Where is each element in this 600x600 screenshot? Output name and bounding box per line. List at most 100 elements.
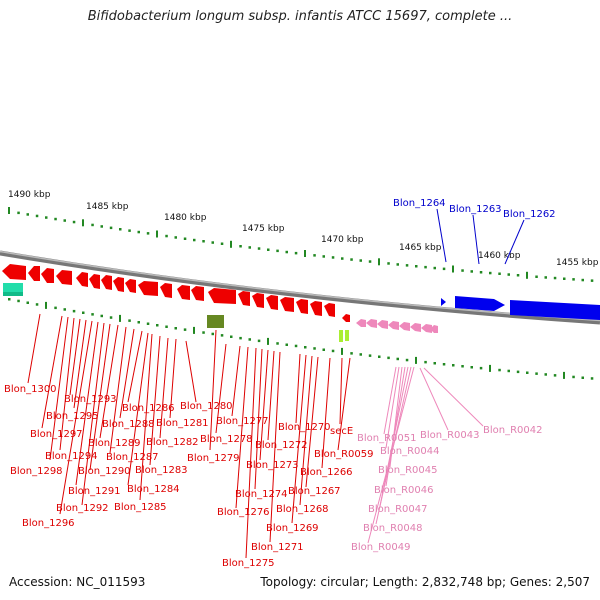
gene-label[interactable]: Blon_R0045: [378, 465, 438, 476]
gene-arrow[interactable]: [310, 301, 322, 316]
gene-label[interactable]: Blon_1263: [449, 204, 502, 215]
scale-minor-tick: [433, 362, 436, 365]
gene-label[interactable]: Blon_R0059: [314, 449, 374, 460]
feature-olive[interactable]: [207, 315, 224, 328]
gene-label[interactable]: Blon_1285: [114, 502, 167, 513]
scale-minor-tick: [165, 234, 168, 238]
gene-label[interactable]: Blon_1275: [222, 558, 275, 569]
gene-label[interactable]: Blon_1294: [45, 451, 98, 462]
gene-arrow[interactable]: [280, 297, 294, 312]
gene-arrow[interactable]: [89, 274, 100, 289]
scale-minor-tick: [276, 342, 279, 345]
gene-label[interactable]: Blon_1264: [393, 198, 446, 209]
feature-lime[interactable]: [339, 330, 343, 342]
gene-arrow[interactable]: [191, 286, 204, 301]
gene-label[interactable]: Blon_1290: [78, 466, 131, 477]
gene-label[interactable]: Blon_1273: [246, 460, 299, 471]
gene-arrow[interactable]: [160, 283, 172, 298]
gene-label[interactable]: Blon_1274: [235, 489, 288, 500]
gene-label[interactable]: Blon_1291: [68, 486, 121, 497]
gene-label[interactable]: Blon_1296: [22, 518, 75, 529]
gene-label[interactable]: Blon_R0049: [351, 542, 411, 553]
gene-blon-1262[interactable]: [510, 300, 600, 320]
gene-label[interactable]: Blon_R0046: [374, 485, 434, 496]
gene-label[interactable]: Blon_1267: [288, 486, 341, 497]
gene-label[interactable]: Blon_1278: [200, 434, 253, 445]
scale-major-tick: [563, 371, 565, 379]
gene-label[interactable]: Blon_1295: [46, 411, 99, 422]
gene-arrow[interactable]: [41, 268, 54, 283]
gene-label[interactable]: Blon_1283: [135, 465, 188, 476]
gene-label[interactable]: Blon_R0048: [363, 523, 423, 534]
gene-blon-1300[interactable]: [2, 264, 26, 280]
feature-lime[interactable]: [345, 330, 349, 341]
gene-label[interactable]: Blon_1271: [251, 542, 304, 553]
gene-label[interactable]: Blon_1284: [127, 484, 180, 495]
gene-label[interactable]: Blon_1298: [10, 466, 63, 477]
gene-label[interactable]: Blon_1276: [217, 507, 270, 518]
rna-gene[interactable]: [377, 320, 388, 329]
gene-label[interactable]: Blon_1288: [102, 419, 155, 430]
gene-label[interactable]: Blon_1262: [503, 209, 556, 220]
gene-label[interactable]: Blon_1286: [122, 403, 175, 414]
gene-arrow[interactable]: [252, 293, 264, 308]
gene-blon-1263[interactable]: [455, 296, 505, 311]
gene-arrow[interactable]: [125, 279, 136, 293]
gene-blon-1264[interactable]: [441, 298, 446, 306]
gene-label[interactable]: Blon_1279: [187, 453, 240, 464]
rna-gene[interactable]: [421, 324, 432, 333]
rna-gene[interactable]: [410, 323, 421, 332]
scale-minor-tick: [470, 366, 473, 369]
gene-arrow[interactable]: [101, 275, 112, 290]
gene-label[interactable]: Blon_1297: [30, 429, 83, 440]
gene-label[interactable]: Blon_1277: [216, 416, 269, 427]
gene-label[interactable]: Blon_1268: [276, 504, 329, 515]
reverse-genes[interactable]: [2, 264, 350, 322]
gene-label[interactable]: Blon_R0043: [420, 430, 480, 441]
rna-gene[interactable]: [399, 322, 410, 331]
gene-label[interactable]: Blon_R0042: [483, 425, 543, 436]
gene-label[interactable]: Blon_1280: [180, 401, 233, 412]
gene-label[interactable]: Blon_1293: [64, 394, 117, 405]
gene-label[interactable]: Blon_1272: [255, 440, 308, 451]
gene-label[interactable]: Blon_1269: [266, 523, 319, 534]
feature-teal[interactable]: [3, 283, 23, 293]
gene-label[interactable]: Blon_R0044: [380, 446, 440, 457]
gene-arrow[interactable]: [296, 299, 308, 314]
gene-arrow[interactable]: [238, 291, 250, 306]
gene-arrow[interactable]: [324, 303, 335, 317]
scale-minor-tick: [26, 213, 29, 216]
gene-label[interactable]: Blon_R0051: [357, 433, 417, 444]
scale-minor-tick: [128, 229, 131, 232]
gene-label[interactable]: Blon_R0047: [368, 504, 428, 515]
gene-arrow[interactable]: [56, 270, 72, 285]
rna-gene[interactable]: [366, 319, 377, 328]
rna-gene[interactable]: [388, 321, 399, 330]
feature-teal-lower[interactable]: [3, 292, 23, 296]
gene-label[interactable]: Blon_1281: [156, 418, 209, 429]
gene-arrow[interactable]: [208, 288, 236, 304]
gene-arrow[interactable]: [113, 277, 124, 292]
gene-label[interactable]: Blon_1289: [88, 438, 141, 449]
rna-gene[interactable]: [356, 319, 366, 327]
gene-label[interactable]: Blon_1282: [146, 437, 199, 448]
gene-label[interactable]: Blon_1266: [300, 467, 353, 478]
gene-arrow[interactable]: [76, 272, 88, 287]
scale-minor-tick: [285, 250, 288, 254]
rna-genes[interactable]: [356, 319, 438, 333]
gene-secE[interactable]: [342, 314, 350, 322]
gene-label[interactable]: Blon_1292: [56, 503, 109, 514]
scale-minor-tick: [220, 242, 224, 245]
forward-genes[interactable]: [441, 296, 600, 320]
gene-arrow[interactable]: [177, 285, 190, 300]
gene-arrow[interactable]: [266, 295, 278, 310]
gene-arrow[interactable]: [28, 266, 40, 281]
gene-label[interactable]: Blon_1270: [278, 422, 331, 433]
gene-label[interactable]: secE: [330, 426, 353, 437]
rna-gene[interactable]: [430, 325, 438, 333]
gene-label[interactable]: Blon_1300: [4, 384, 57, 395]
gene-label[interactable]: Blon_1287: [106, 452, 159, 463]
gene-arrow[interactable]: [138, 281, 158, 296]
scale-label: 1485 kbp: [86, 202, 129, 212]
